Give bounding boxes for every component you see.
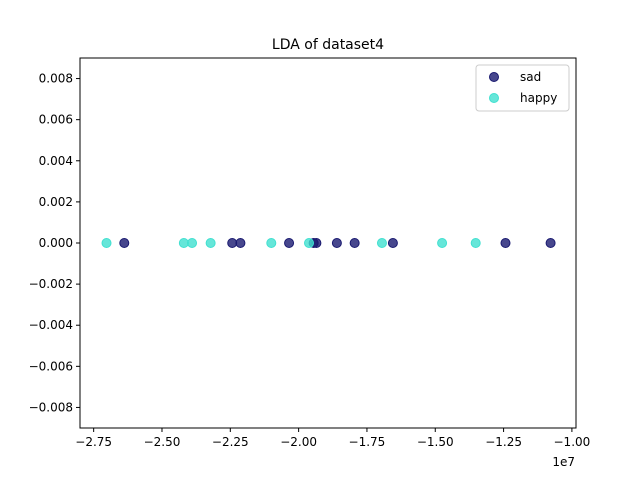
x-tick-label-5: −1.50 — [417, 435, 454, 449]
point-happy-7 — [437, 238, 448, 248]
x-tick-label-1: −2.50 — [144, 435, 181, 449]
point-happy-3 — [205, 238, 216, 248]
point-sad-10 — [545, 238, 556, 248]
y-tick-label-5: 0.002 — [39, 195, 73, 209]
point-happy-8 — [470, 238, 481, 248]
y-tick-label-2: −0.004 — [29, 318, 73, 332]
x-tick-label-0: −2.75 — [75, 435, 112, 449]
point-happy-6 — [376, 238, 387, 248]
legend-marker-happy — [489, 93, 499, 103]
x-tick-label-3: −2.00 — [280, 435, 317, 449]
point-sad-1 — [227, 238, 238, 248]
legend-label-happy: happy — [520, 91, 557, 105]
point-sad-9 — [500, 238, 511, 248]
y-tick-label-1: −0.006 — [29, 359, 73, 373]
legend-label-sad: sad — [520, 70, 541, 84]
y-tick-label-6: 0.004 — [39, 154, 73, 168]
point-happy-4 — [266, 238, 277, 248]
chart-title: LDA of dataset4 — [272, 37, 384, 53]
y-tick-label-7: 0.006 — [39, 113, 73, 127]
point-happy-1 — [178, 238, 189, 248]
x-offset-label: 1e7 — [552, 455, 575, 469]
legend-frame — [475, 64, 570, 112]
point-sad-7 — [349, 238, 360, 248]
x-tick-label-2: −2.25 — [212, 435, 249, 449]
x-tick-label-7: −1.00 — [554, 435, 591, 449]
point-sad-0 — [119, 238, 130, 248]
y-axis: −0.008 −0.006 −0.004 −0.002 0.000 0.002 0.004 0… — [29, 72, 80, 414]
legend-marker-sad — [489, 72, 499, 82]
point-sad-2 — [235, 238, 246, 248]
y-tick-label-8: 0.008 — [39, 72, 73, 86]
point-sad-8 — [387, 238, 398, 248]
point-happy-5 — [304, 238, 315, 248]
point-happy-2 — [187, 238, 198, 248]
legend: sad happy — [475, 64, 570, 112]
y-tick-label-0: −0.008 — [29, 400, 73, 414]
x-tick-label-4: −1.75 — [349, 435, 386, 449]
x-tick-label-6: −1.25 — [485, 435, 522, 449]
point-happy-0 — [101, 238, 112, 248]
point-sad-3 — [284, 238, 295, 248]
point-sad-6 — [331, 238, 342, 248]
y-tick-label-4: 0.000 — [39, 236, 73, 250]
plot-marks — [101, 238, 556, 248]
x-axis: −2.75 −2.50 −2.25 −2.00 −1.75 −1.50 −1.25 −1.00 — [75, 428, 590, 449]
y-tick-label-3: −0.002 — [29, 277, 73, 291]
